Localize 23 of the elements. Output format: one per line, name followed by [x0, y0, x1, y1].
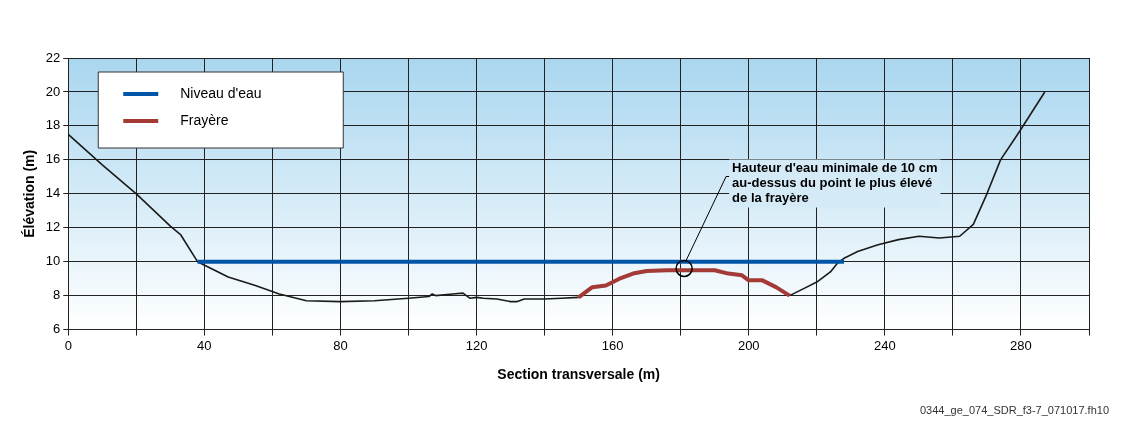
x-axis-title: Section transversale (m) [497, 366, 660, 383]
legend-label: Niveau d'eau [180, 84, 262, 101]
x-tick-label: 240 [874, 337, 896, 353]
x-tick-label: 280 [1010, 337, 1032, 353]
y-tick-label: 20 [45, 83, 61, 99]
y-tick-label: 18 [45, 117, 61, 133]
x-tick-label: 40 [197, 337, 212, 353]
y-tick-label: 10 [45, 253, 61, 269]
x-tick-label: 80 [333, 337, 348, 353]
y-axis-title: Élévation (m) [21, 149, 38, 238]
y-tick-label: 6 [53, 321, 61, 337]
x-tick-label: 120 [465, 337, 488, 353]
legend-label: Frayère [180, 111, 229, 128]
x-tick-label: 200 [737, 337, 760, 353]
y-tick-label: 16 [45, 151, 61, 167]
y-tick-label: 8 [53, 287, 61, 303]
x-tick-label: 160 [601, 337, 624, 353]
x-tick-label: 0 [64, 337, 72, 353]
y-tick-label: 22 [45, 49, 61, 65]
y-tick-label: 14 [45, 185, 61, 201]
annotation: Hauteur d'eau minimale de 10 cm au-dessus du point le plus élevé de la frayère [732, 160, 938, 206]
text: 0344_ge_074_SDR_f3-7_071017.fh10 [920, 403, 1109, 416]
y-tick-label: 12 [45, 219, 61, 235]
